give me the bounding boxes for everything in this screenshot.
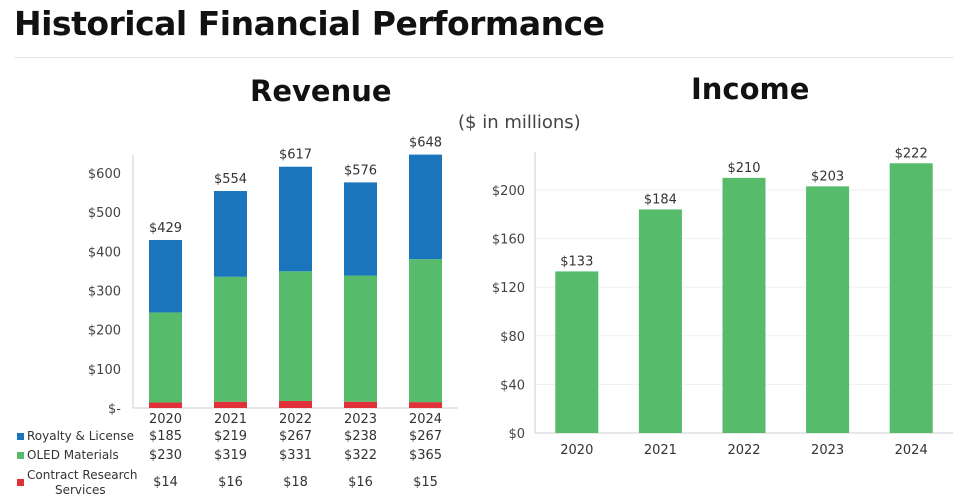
revenue-x-tick: 2021: [214, 412, 247, 427]
revenue-x-tick: 2024: [409, 412, 442, 427]
revenue-total-label: $617: [279, 148, 312, 163]
revenue-x-tick: 2023: [344, 412, 377, 427]
income-x-tick: 2021: [644, 443, 677, 458]
income-bar: [722, 177, 766, 433]
income-value-label: $222: [895, 146, 928, 161]
income-x-tick: 2023: [811, 443, 844, 458]
contract-research-bar: [214, 401, 247, 408]
income-bar: [555, 271, 599, 433]
contract-research-table-value: $16: [218, 475, 243, 490]
revenue-x-tick: 2020: [149, 412, 182, 427]
contract-research-table-value: $14: [153, 475, 178, 490]
revenue-y-tick: $300: [88, 285, 121, 300]
royalty-license-table-value: $238: [344, 429, 377, 444]
oled-materials-bar: [149, 312, 182, 403]
contract-research-table-value: $16: [348, 475, 373, 490]
title-divider: [14, 57, 954, 58]
royalty-license-bar: [214, 191, 247, 277]
income-y-tick: $0: [508, 427, 525, 442]
income-value-label: $203: [811, 169, 844, 184]
contract-research-legend-swatch: [17, 479, 24, 486]
income-value-label: $210: [727, 161, 760, 176]
page-title: Historical Financial Performance: [14, 4, 605, 43]
royalty-license-bar: [149, 239, 182, 313]
oled-materials-table-value: $319: [214, 448, 247, 463]
revenue-y-tick: $200: [88, 324, 121, 339]
income-y-tick: $160: [492, 233, 525, 248]
income-y-tick: $120: [492, 281, 525, 296]
revenue-y-tick: $500: [88, 206, 121, 221]
revenue-y-tick: $-: [108, 402, 121, 417]
revenue-y-tick: $400: [88, 245, 121, 260]
royalty-license-table-value: $267: [409, 429, 442, 444]
income-x-tick: 2022: [727, 443, 760, 458]
oled-materials-bar: [279, 271, 312, 401]
revenue-chart-title: Revenue: [250, 74, 392, 108]
royalty-license-bar: [409, 154, 442, 260]
royalty-license-table-value: $219: [214, 429, 247, 444]
income-y-tick: $40: [500, 378, 525, 393]
income-chart-title: Income: [691, 72, 810, 106]
income-x-tick: 2020: [560, 443, 593, 458]
oled-materials-table-value: $230: [149, 448, 182, 463]
oled-materials-table-value: $322: [344, 448, 377, 463]
royalty-license-bar: [279, 166, 312, 272]
oled-materials-legend-label: OLED Materials: [27, 448, 119, 462]
income-bar: [638, 209, 682, 433]
royalty-license-table-value: $185: [149, 429, 182, 444]
royalty-license-bar: [344, 182, 377, 276]
contract-research-legend-label: Contract Research: [27, 468, 137, 482]
oled-materials-legend-swatch: [17, 452, 24, 459]
income-y-tick: $200: [492, 184, 525, 199]
income-bar: [889, 163, 933, 433]
contract-research-table-value: $15: [413, 475, 438, 490]
royalty-license-table-value: $267: [279, 429, 312, 444]
income-y-tick: $80: [500, 330, 525, 345]
oled-materials-table-value: $365: [409, 448, 442, 463]
revenue-total-label: $648: [409, 136, 442, 151]
revenue-total-label: $576: [344, 163, 377, 178]
contract-research-table-value: $18: [283, 475, 308, 490]
revenue-y-tick: $100: [88, 363, 121, 378]
royalty-license-legend-swatch: [17, 433, 24, 440]
contract-research-bar: [344, 401, 377, 408]
income-x-tick: 2024: [895, 443, 928, 458]
revenue-total-label: $429: [149, 221, 182, 236]
oled-materials-bar: [409, 259, 442, 403]
contract-research-bar: [149, 402, 182, 408]
contract-research-legend-label: Services: [55, 483, 106, 497]
income-value-label: $133: [560, 254, 593, 269]
units-note: ($ in millions): [458, 112, 581, 133]
royalty-license-legend-label: Royalty & License: [27, 429, 134, 443]
revenue-x-tick: 2022: [279, 412, 312, 427]
oled-materials-table-value: $331: [279, 448, 312, 463]
oled-materials-bar: [344, 275, 377, 402]
revenue-total-label: $554: [214, 172, 247, 187]
income-value-label: $184: [644, 192, 677, 207]
contract-research-bar: [279, 400, 312, 408]
income-bar: [806, 186, 850, 433]
contract-research-bar: [409, 402, 442, 408]
revenue-y-tick: $600: [88, 167, 121, 182]
oled-materials-bar: [214, 276, 247, 402]
